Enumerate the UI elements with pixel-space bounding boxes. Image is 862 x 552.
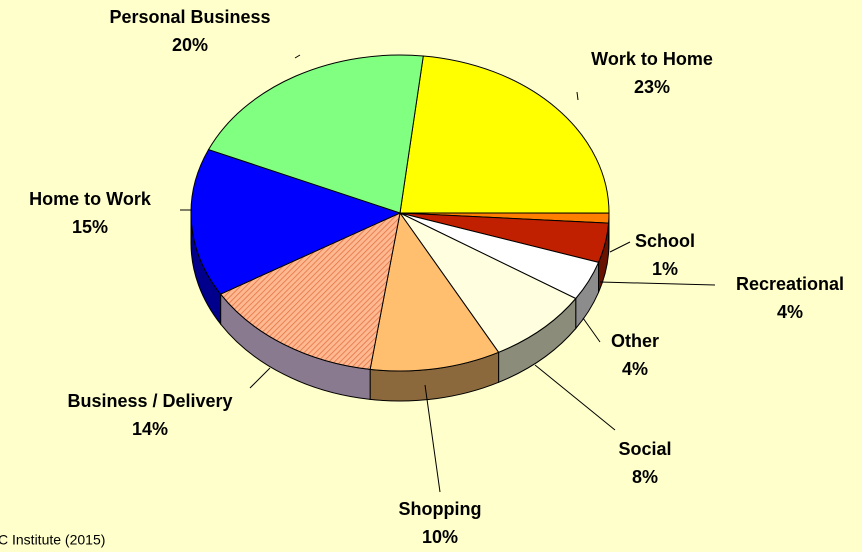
slice	[369, 211, 500, 372]
leader-line	[576, 91, 579, 101]
slice	[207, 54, 424, 214]
value-label: 14%	[132, 419, 168, 439]
leader-line	[424, 384, 441, 493]
category-label: School	[635, 231, 695, 251]
leader-line	[599, 281, 716, 286]
slice	[190, 148, 402, 295]
value-label: 8%	[632, 467, 658, 487]
value-label: 1%	[652, 259, 678, 279]
category-label: Work to Home	[591, 49, 713, 69]
value-label: 4%	[622, 359, 648, 379]
leader-line	[249, 367, 271, 389]
category-label: Personal Business	[109, 7, 270, 27]
category-label: Recreational	[736, 274, 844, 294]
slice	[219, 212, 401, 370]
value-label: 10%	[422, 527, 458, 547]
category-label: Social	[618, 439, 671, 459]
value-label: 15%	[72, 217, 108, 237]
leader-line	[294, 54, 301, 59]
source: C Institute (2015)	[0, 532, 105, 548]
leader-line	[609, 241, 631, 253]
category-label: Other	[611, 331, 659, 351]
slice	[399, 55, 610, 214]
slice	[399, 212, 577, 353]
leader-line	[582, 317, 601, 343]
category-label: Business / Delivery	[67, 391, 232, 411]
value-label: 20%	[172, 35, 208, 55]
category-label: Shopping	[399, 499, 482, 519]
category-label: Home to Work	[29, 189, 152, 209]
leader-line	[534, 364, 616, 431]
value-label: 23%	[634, 77, 670, 97]
value-label: 4%	[777, 302, 803, 322]
